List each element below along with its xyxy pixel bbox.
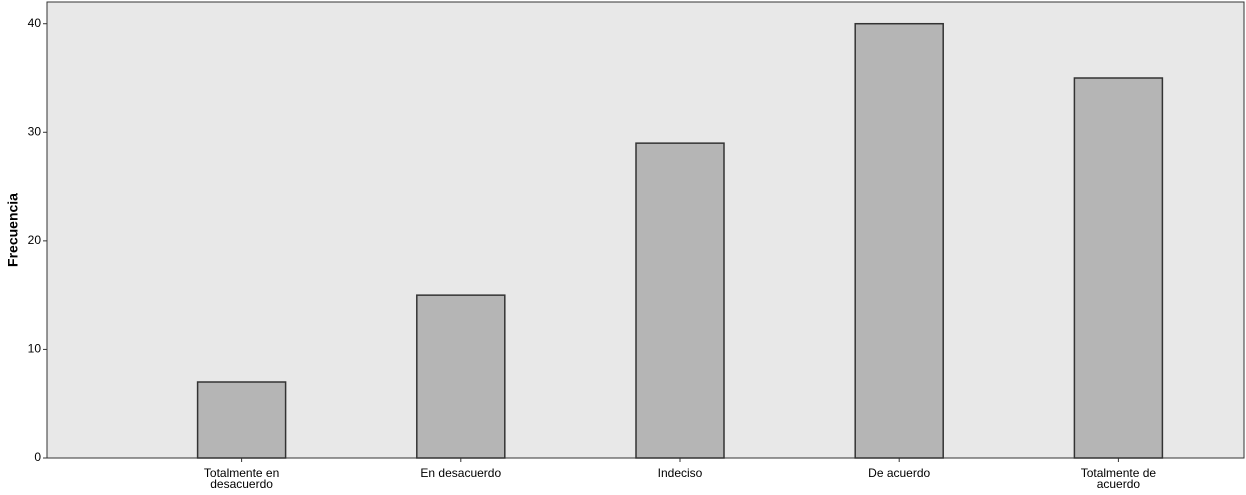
y-tick-label: 0 — [34, 450, 41, 464]
x-tick-label: En desacuerdo — [420, 466, 502, 480]
bar — [196, 381, 287, 459]
y-tick-label: 10 — [28, 342, 42, 356]
y-axis-label: Frecuencia — [5, 193, 21, 267]
bar — [416, 294, 506, 459]
x-tick-label: Totalmente en desacuerdo — [203, 466, 280, 491]
bar — [1073, 77, 1164, 459]
y-tick-label: 30 — [28, 124, 42, 138]
y-tick-label: 40 — [28, 16, 42, 30]
x-tick-label: De acuerdo — [868, 466, 931, 480]
x-tick-label: Indeciso — [657, 466, 703, 480]
y-tick-label: 20 — [28, 233, 42, 247]
bar — [854, 22, 944, 459]
bar — [635, 142, 725, 459]
x-tick-label: Totalmente de acuerdo — [1080, 466, 1157, 491]
